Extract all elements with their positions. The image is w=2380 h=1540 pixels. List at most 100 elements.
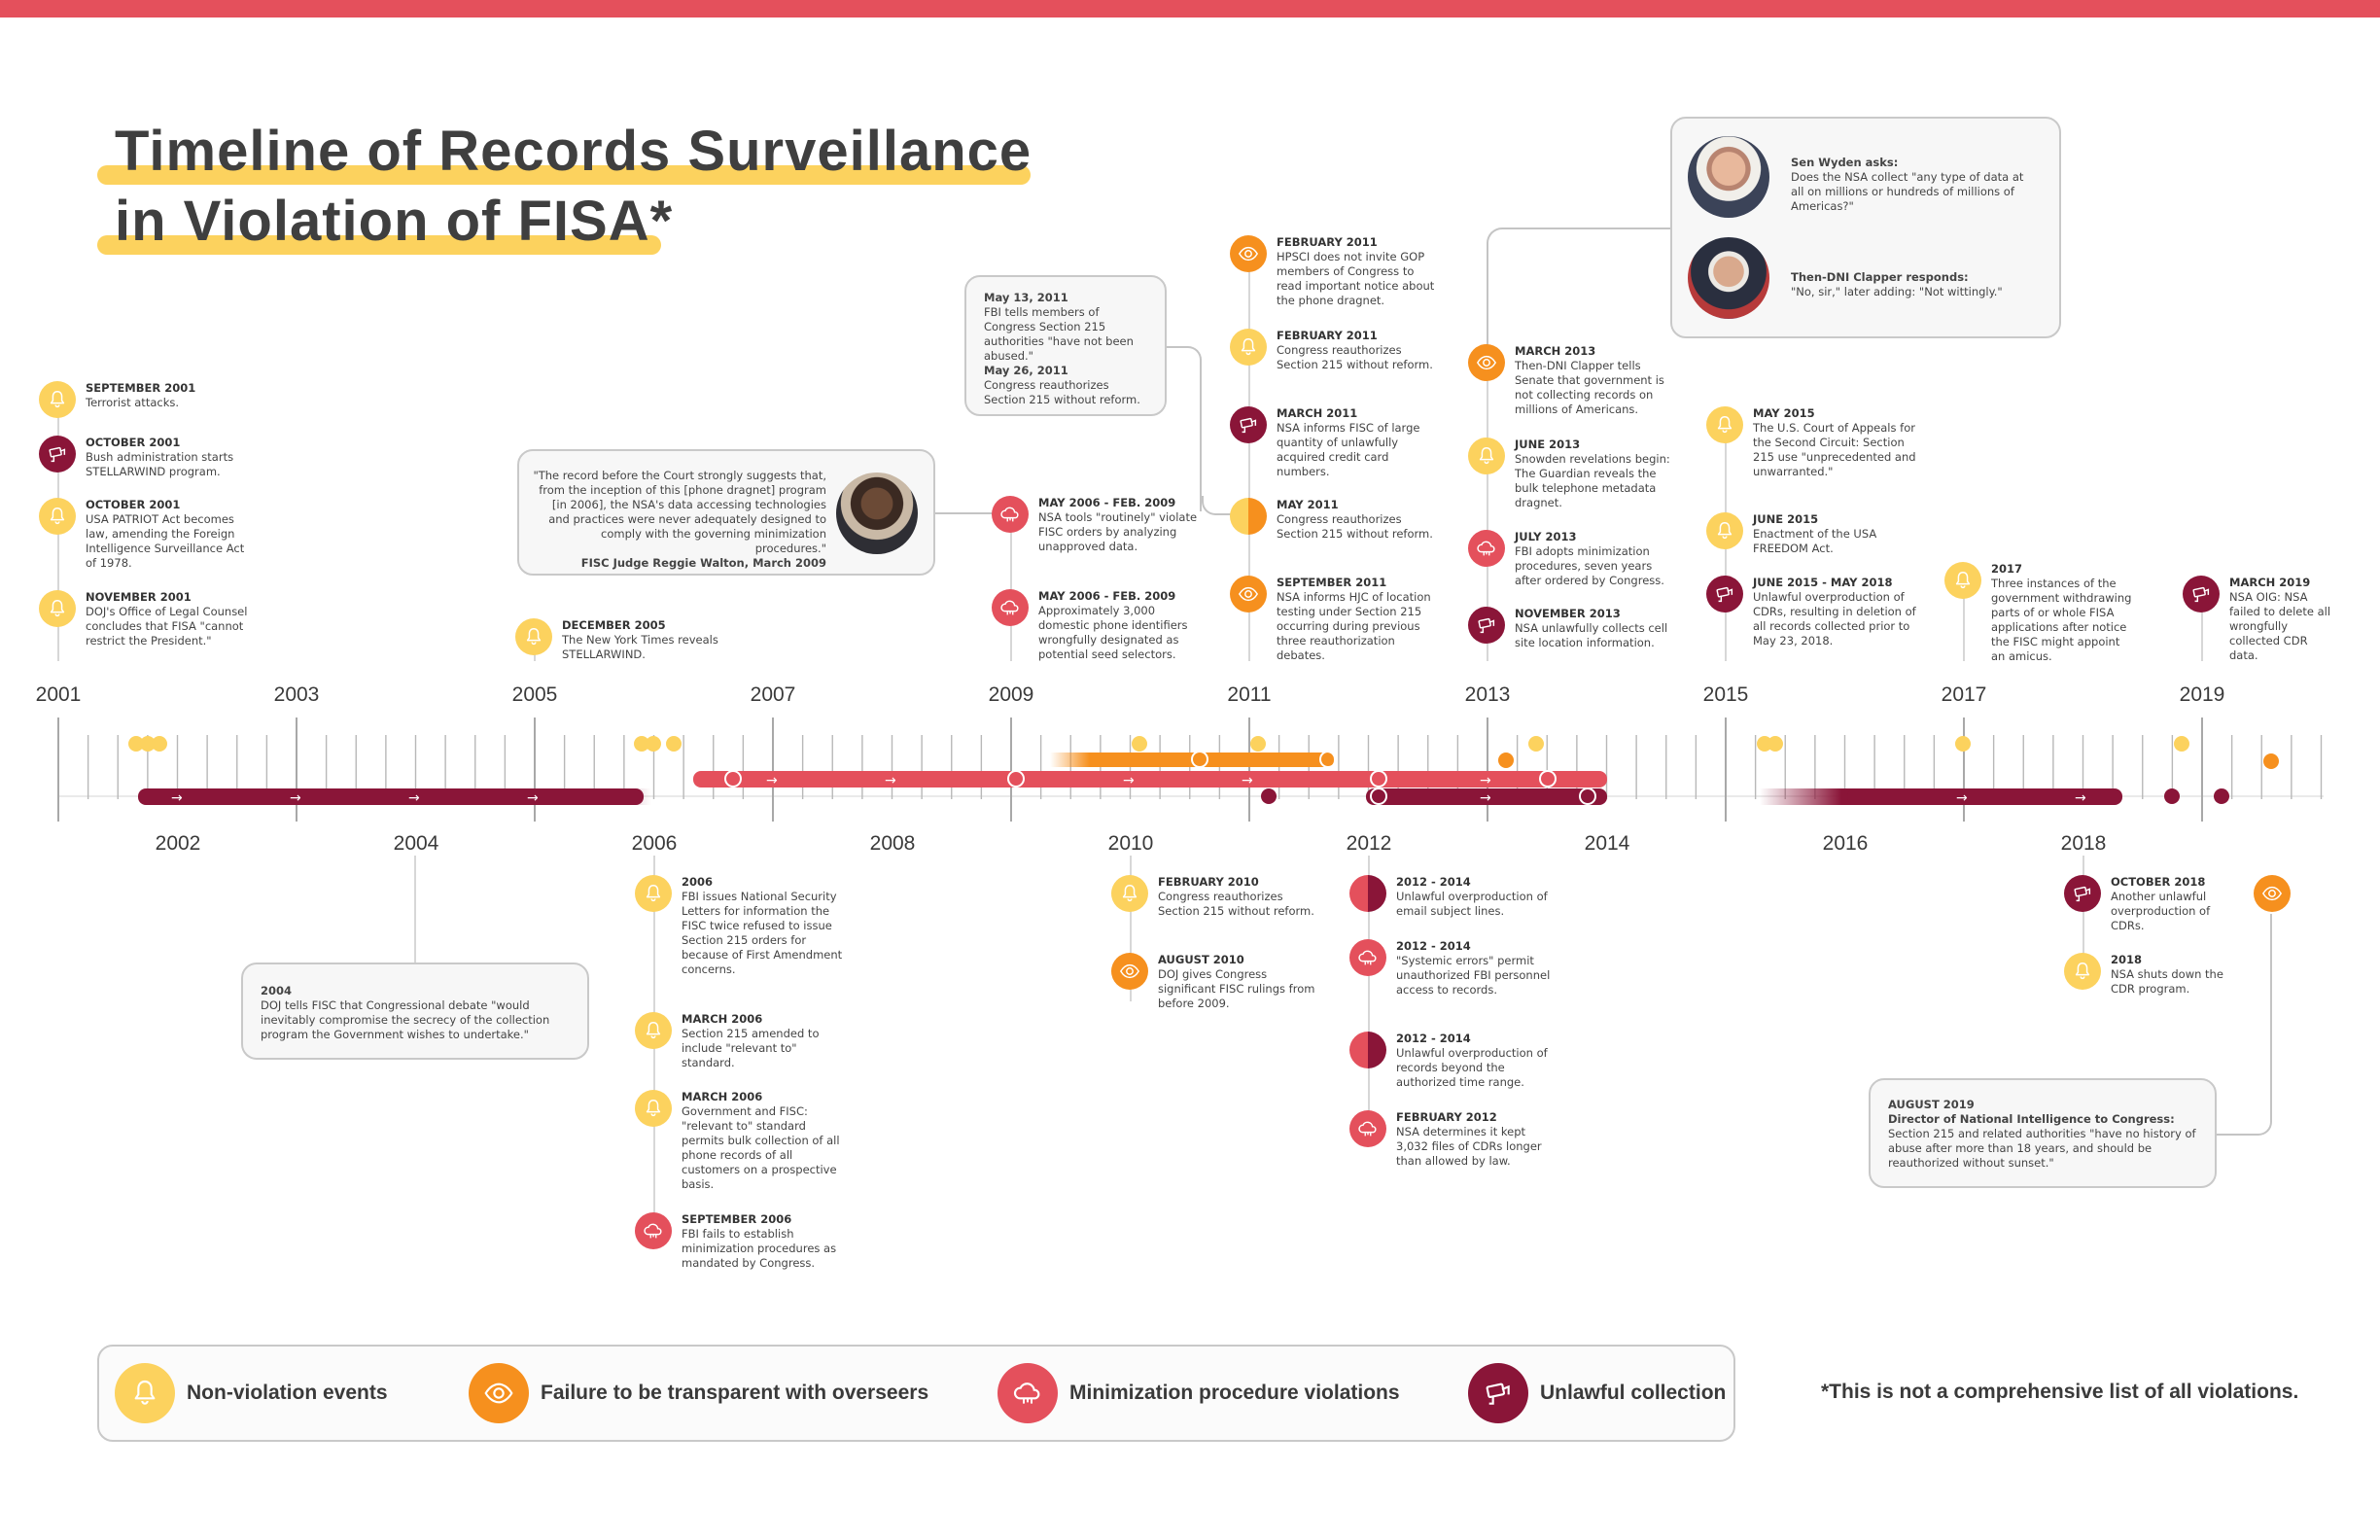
year-label-top: 2007 <box>750 683 796 706</box>
year-label-top: 2011 <box>1227 683 1272 706</box>
bar-arrows: → → → → → → → → → → → → <box>171 773 2086 806</box>
svg-text:→: → <box>1242 773 1253 788</box>
year-label-bottom: 2008 <box>869 832 916 855</box>
bell-icon <box>1706 512 1743 549</box>
cloud-icon <box>1349 939 1386 976</box>
stem <box>1487 360 1488 661</box>
year-label-top: 2003 <box>273 683 320 706</box>
stem <box>1368 856 1370 1138</box>
camera-icon <box>1706 576 1743 612</box>
bell-icon <box>1706 406 1743 443</box>
bell-icon <box>39 498 76 535</box>
camera-icon <box>2064 875 2101 912</box>
bell-icon <box>115 1363 175 1423</box>
legend-item-minimization: Minimization procedure violations <box>998 1362 1400 1424</box>
clapper-photo <box>1688 237 1769 319</box>
bar-transparency <box>1128 752 1334 767</box>
year-label-top: 2005 <box>511 683 558 706</box>
stem <box>1130 856 1132 1001</box>
box-2004: 2004 DOJ tells FISC that Congressional d… <box>241 962 589 1060</box>
camera-icon <box>39 436 76 472</box>
year-label-bottom: 2014 <box>1584 832 1630 855</box>
eye-icon <box>1111 953 1148 990</box>
year-label-bottom: 2012 <box>1346 832 1392 855</box>
eye-icon <box>1230 235 1267 272</box>
cloud-icon <box>992 589 1029 626</box>
half-circle-icon <box>1349 875 1386 912</box>
cloud-icon <box>635 1212 672 1249</box>
svg-text:→: → <box>766 773 778 788</box>
bell-icon <box>635 875 672 912</box>
year-label-top: 2015 <box>1702 683 1749 706</box>
walton-quote-box: "The record before the Court strongly su… <box>517 449 935 576</box>
bell-icon <box>1230 329 1267 366</box>
year-label-bottom: 2006 <box>631 832 678 855</box>
eye-icon <box>469 1363 529 1423</box>
wyden-photo <box>1688 136 1769 218</box>
title-highlight-2 <box>97 235 661 255</box>
svg-text:→: → <box>1480 773 1491 788</box>
year-label-top: 2013 <box>1464 683 1511 706</box>
cloud-icon <box>1468 530 1505 567</box>
bell-icon <box>39 381 76 418</box>
eye-icon <box>1468 344 1505 381</box>
eye-icon <box>2254 875 2291 912</box>
page-title-line1: Timeline of Records Surveillance <box>115 120 1032 183</box>
bar-minimization <box>693 771 1607 788</box>
svg-text:→: → <box>1956 790 1968 806</box>
axis-ticks <box>57 718 2324 822</box>
bell-icon <box>635 1090 672 1127</box>
legend-item-unlawful: Unlawful collection <box>1468 1362 1726 1424</box>
year-label-bottom: 2004 <box>393 832 439 855</box>
half-circle-icon <box>1230 498 1267 535</box>
camera-icon <box>1230 406 1267 443</box>
svg-text:→: → <box>408 790 420 806</box>
page-title-line2: in Violation of FISA* <box>115 190 674 253</box>
bell-icon <box>635 1012 672 1049</box>
connector <box>1165 346 1202 511</box>
year-label-bottom: 2010 <box>1107 832 1154 855</box>
stem <box>1963 579 1965 661</box>
legend-item-transparency: Failure to be transparent with overseers <box>469 1362 928 1424</box>
svg-text:→: → <box>1480 790 1491 806</box>
timeline-axis: → → → → → → → → → → → → <box>57 718 2324 822</box>
legend-item-non-violation: Non-violation events <box>115 1362 388 1424</box>
svg-text:→: → <box>2075 790 2086 806</box>
year-label-bottom: 2018 <box>2060 832 2107 855</box>
connector <box>935 512 1011 514</box>
bell-icon <box>39 590 76 627</box>
cloud-icon <box>992 496 1029 533</box>
eye-icon <box>1230 576 1267 612</box>
camera-icon <box>1468 607 1505 644</box>
walton-photo <box>836 472 918 554</box>
year-label-top: 2009 <box>988 683 1034 706</box>
stem <box>414 856 416 964</box>
stem <box>1248 255 1250 661</box>
bar-transparency-fade <box>1050 752 1138 767</box>
bar-stellarwind <box>138 788 644 805</box>
svg-text:→: → <box>1123 773 1135 788</box>
bell-icon <box>2064 953 2101 990</box>
svg-text:→: → <box>885 773 896 788</box>
stem <box>1010 513 1012 661</box>
svg-text:→: → <box>171 790 183 806</box>
camera-icon <box>1468 1363 1528 1423</box>
camera-icon <box>2183 576 2220 612</box>
svg-text:→: → <box>527 790 539 806</box>
title-highlight-1 <box>97 165 1031 185</box>
half-circle-icon <box>1349 1032 1386 1068</box>
year-label-top: 2001 <box>35 683 82 706</box>
bar-cdr <box>1847 788 2122 805</box>
bell-icon <box>515 618 552 655</box>
aug-2019-box: AUGUST 2019 Director of National Intelli… <box>1869 1078 2217 1188</box>
top-accent-bar <box>0 0 2380 18</box>
bar-stellarwind-fade <box>544 788 651 805</box>
svg-text:→: → <box>290 790 301 806</box>
connector <box>2214 914 2272 1136</box>
bell-icon <box>1944 562 1981 599</box>
year-label-bottom: 2016 <box>1822 832 1869 855</box>
event-dots <box>128 736 2279 804</box>
may-2011-box: May 13, 2011 FBI tells members of Congre… <box>964 275 1167 416</box>
legend: Non-violation events Failure to be trans… <box>97 1345 1735 1442</box>
cloud-icon <box>1349 1110 1386 1147</box>
